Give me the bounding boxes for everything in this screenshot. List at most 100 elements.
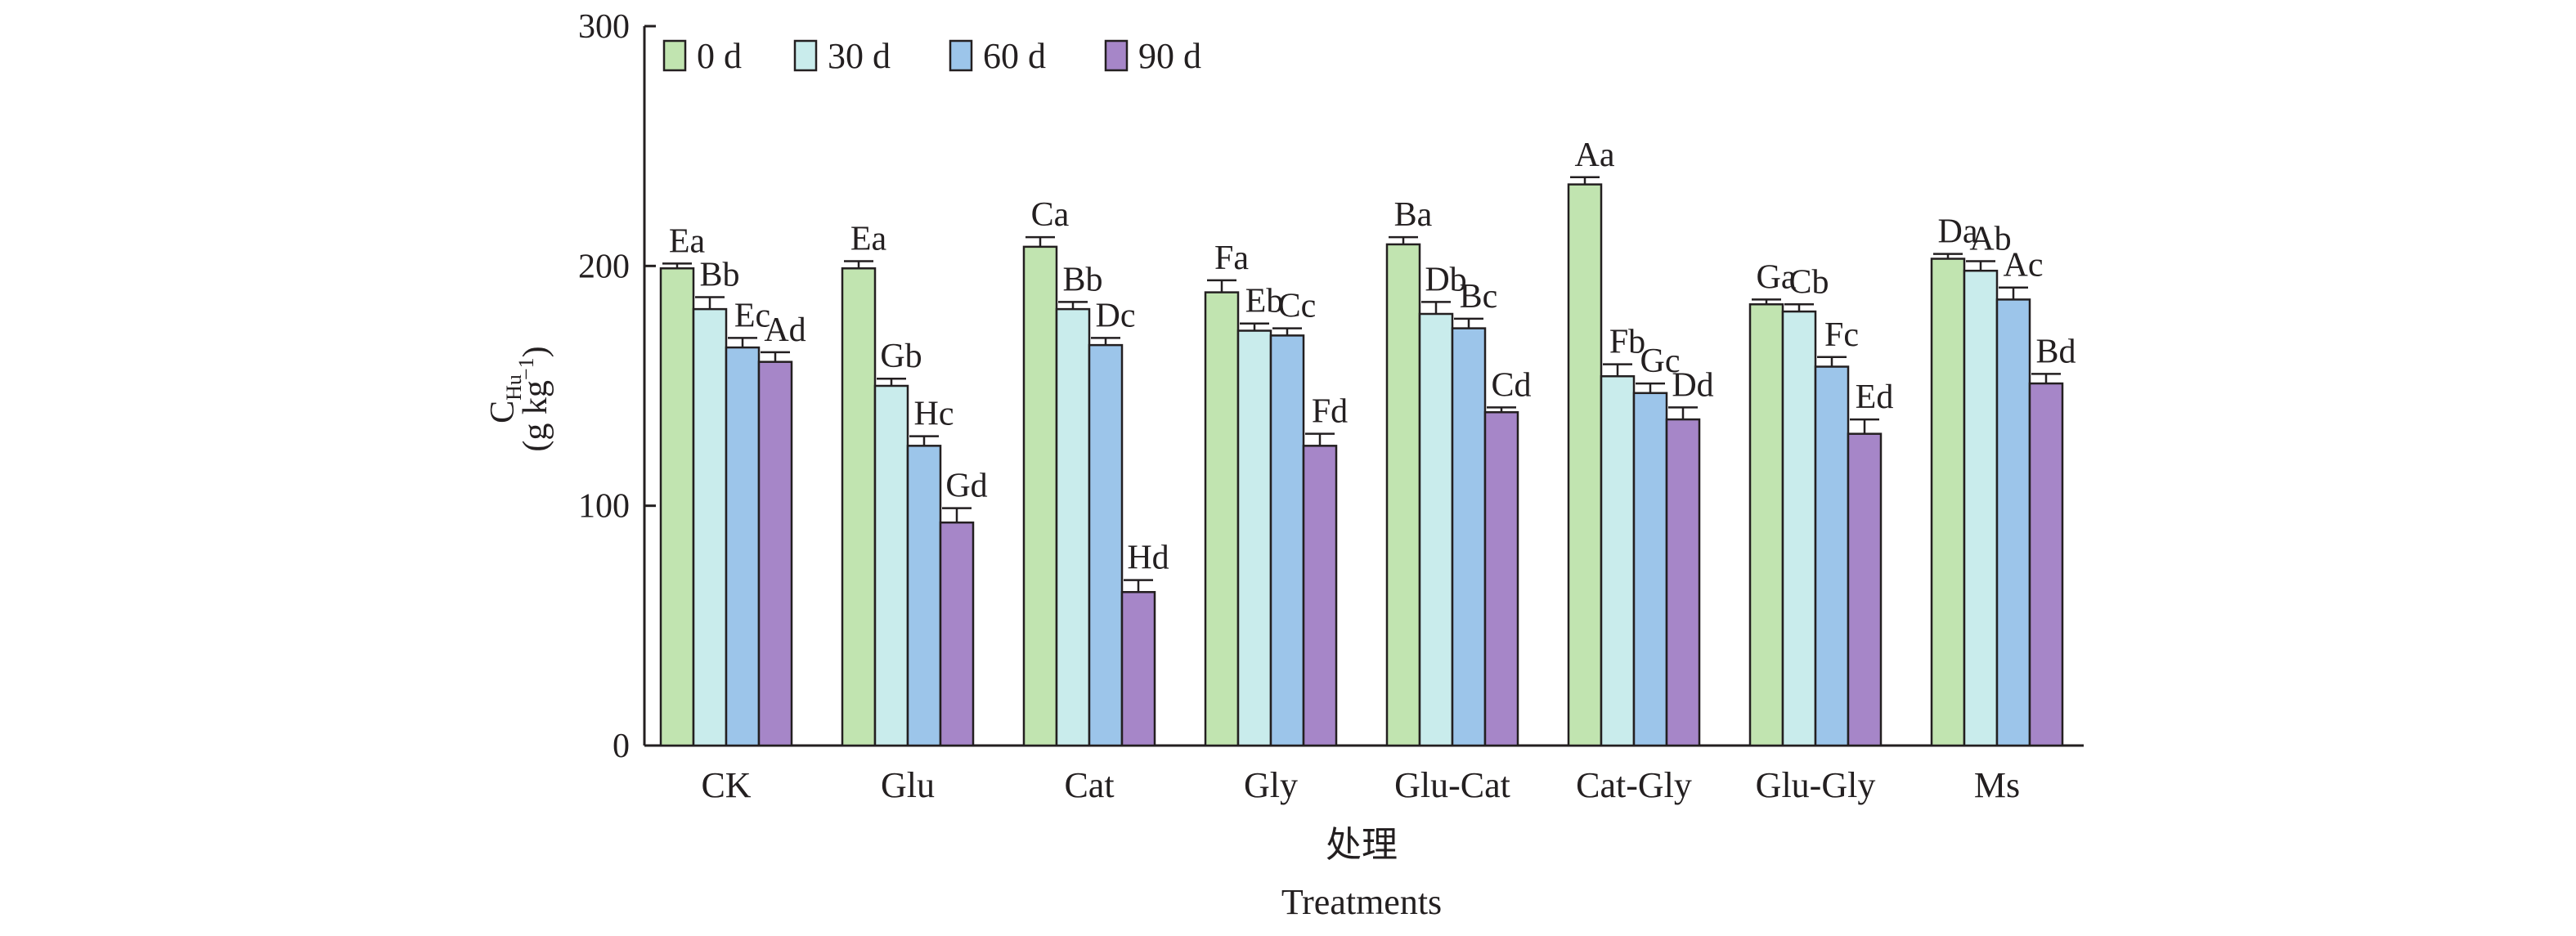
y-axis-label-symbol: C <box>484 401 522 423</box>
y-ticks: 0 100 200 300 <box>578 8 656 765</box>
bar <box>1088 343 1124 747</box>
significance-label: Eb <box>1245 283 1284 320</box>
significance-label: Db <box>1425 261 1466 298</box>
significance-label: Ad <box>764 311 806 349</box>
bar <box>939 521 975 747</box>
x-axis-label: Treatments <box>1281 882 1442 922</box>
significance-label: Ca <box>1031 196 1070 234</box>
y-axis-title: CHu (g kg−1) <box>484 346 554 451</box>
x-tick-label: Glu-Gly <box>1756 765 1876 805</box>
bar <box>1385 243 1421 747</box>
y-axis-unit-superscript: −1 <box>514 357 538 380</box>
significance-label: Ea <box>669 222 706 260</box>
x-ticks: CK Glu Cat Gly Glu-Cat Cat-Gly Glu-Gly Ms <box>701 765 2020 805</box>
y-tick-label: 100 <box>578 488 630 526</box>
x-tick-label: Cat-Gly <box>1576 765 1692 805</box>
significance-label: Hc <box>914 396 954 433</box>
significance-label: Bb <box>1062 261 1102 298</box>
legend-swatch <box>662 39 687 72</box>
y-axis-unit-open: (g kg <box>517 380 554 452</box>
x-tick-label: Glu-Cat <box>1394 765 1510 805</box>
bar <box>1451 327 1487 747</box>
bar <box>1632 392 1668 747</box>
bar <box>1418 312 1454 747</box>
bar <box>659 267 695 747</box>
bar <box>1120 591 1156 747</box>
significance-label: Cc <box>1278 288 1317 325</box>
legend-swatch <box>949 39 973 72</box>
legend: 0 d 30 d 60 d 90 d <box>662 36 1201 76</box>
bars: EaBbEcAdEaGbHcGdCaBbDcHdFaEbCcFdBaDbBcCd… <box>659 137 2076 747</box>
significance-label: Gb <box>880 338 922 375</box>
y-tick-label: 300 <box>578 8 630 46</box>
bar <box>841 267 877 747</box>
significance-label: Da <box>1938 213 1978 251</box>
x-tick-label: CK <box>701 765 751 805</box>
significance-label: Dc <box>1096 297 1136 334</box>
bar <box>1963 269 1999 747</box>
bar <box>725 346 761 747</box>
significance-label: Ec <box>734 297 770 334</box>
bar <box>1269 334 1305 747</box>
significance-label: Bb <box>699 256 739 293</box>
significance-label: Aa <box>1575 137 1615 174</box>
legend-label: 60 d <box>983 36 1046 76</box>
y-axis-label-subscript: Hu <box>502 374 526 401</box>
significance-label: Dd <box>1672 366 1713 404</box>
x-axis-label-cn: 处理 <box>1326 824 1398 866</box>
legend-label: 90 d <box>1138 36 1201 76</box>
significance-label: Fb <box>1609 324 1645 361</box>
significance-label: Hd <box>1127 540 1169 577</box>
bar <box>1302 445 1338 747</box>
bar <box>1204 291 1240 747</box>
legend-swatch <box>793 39 818 72</box>
significance-label: Cb <box>1788 263 1829 301</box>
bar <box>1022 245 1058 747</box>
x-tick-label: Cat <box>1064 765 1114 805</box>
bar <box>906 445 942 747</box>
significance-label: Bd <box>2035 333 2076 370</box>
y-axis-label-unit: (g kg−1) <box>514 346 554 451</box>
bar <box>1781 310 1817 747</box>
significance-label: Fa <box>1214 240 1249 277</box>
x-tick-label: Gly <box>1244 765 1298 805</box>
significance-label: Ba <box>1394 196 1433 234</box>
significance-label: Gc <box>1640 343 1681 380</box>
bar <box>757 361 793 747</box>
significance-label: Fc <box>1824 316 1859 354</box>
significance-label: Cd <box>1491 366 1531 404</box>
significance-label: Ab <box>1969 220 2011 258</box>
x-tick-label: Ms <box>1974 765 2020 805</box>
bar <box>1665 418 1701 747</box>
bar <box>1847 432 1883 747</box>
bar <box>1055 307 1091 747</box>
significance-label: Ea <box>850 220 887 258</box>
legend-swatch <box>1104 39 1129 72</box>
bar <box>1600 375 1636 747</box>
significance-label: Ga <box>1757 258 1797 296</box>
bar <box>873 384 909 747</box>
legend-label: 0 d <box>697 36 742 76</box>
bar <box>1930 258 1966 747</box>
bar <box>2028 382 2064 747</box>
significance-label: Gd <box>945 468 987 505</box>
significance-label: Bc <box>1460 278 1498 316</box>
bar <box>1995 298 2031 747</box>
x-tick-label: Glu <box>881 765 935 805</box>
significance-label: Ed <box>1856 378 1894 416</box>
y-tick-label: 200 <box>578 248 630 285</box>
bar <box>1748 303 1784 747</box>
bar <box>692 307 728 747</box>
y-tick-label: 0 <box>613 728 630 765</box>
y-axis-label-main: CHu <box>484 374 526 423</box>
bar <box>1236 329 1272 747</box>
significance-label: Ac <box>2004 247 2044 284</box>
legend-label: 30 d <box>828 36 891 76</box>
bar <box>1483 411 1519 747</box>
y-axis-unit-close: ) <box>517 346 554 357</box>
bar <box>1567 183 1603 747</box>
significance-label: Fd <box>1312 393 1348 431</box>
bar <box>1814 365 1850 747</box>
